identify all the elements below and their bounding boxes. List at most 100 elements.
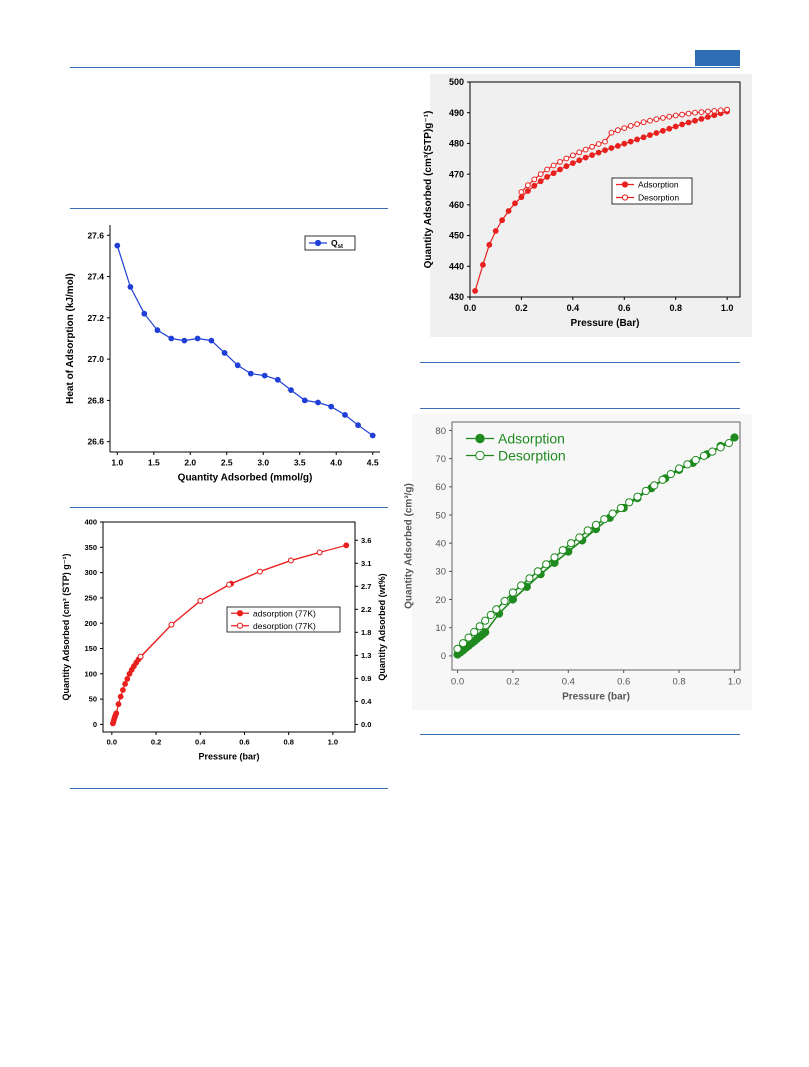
data-point [480,261,486,268]
legend-marker [236,610,244,617]
legend-box [226,606,341,633]
x-tick-label: 1.0 [111,458,123,468]
data-point [505,208,512,214]
data-point [563,163,570,170]
data-point [698,109,705,115]
data-point [615,143,621,149]
data-point [544,174,550,180]
y-tick-label: 430 [449,292,464,302]
y-tick-label: 450 [449,231,464,241]
y-tick-label: 27.4 [87,272,104,282]
data-point [508,588,518,597]
y-right-axis-label: Quantity Adsorbed (wt%) [377,573,387,680]
y-tick-label: 27.6 [87,230,104,240]
data-point [257,568,263,575]
data-point [705,108,711,115]
data-point [576,149,583,156]
data-point [641,486,650,496]
x-tick-label: 0.4 [195,738,206,747]
data-point [653,130,660,136]
data-point [261,372,268,379]
data-point [647,132,653,139]
data-point [531,182,538,189]
y-tick-label: 26.6 [87,437,104,447]
data-point [685,110,692,117]
data-point [640,134,647,141]
y-tick-label: 480 [449,139,464,149]
legend-label-subscript: st [338,244,343,250]
chart2-bottom-rule-1 [420,362,740,363]
y-tick-label: 250 [84,594,97,603]
data-point [470,627,479,637]
data-point [621,140,628,147]
data-point [675,464,684,473]
data-point [570,152,576,159]
data-point [537,171,544,178]
data-point [472,288,479,294]
data-point [512,200,518,207]
data-point [589,152,595,159]
data-point [221,350,228,356]
data-point [464,633,473,642]
y-tick-label: 460 [449,200,464,210]
x-tick-label: 0.8 [669,303,682,313]
data-point [274,376,281,383]
data-point [557,166,563,173]
data-point [711,108,718,114]
legend-marker [314,239,322,247]
series-line [474,110,728,292]
data-point [288,557,294,564]
data-point [634,136,640,143]
data-point [666,113,673,120]
data-point [724,439,734,448]
y-axis-label: Quantity Adsorbed (cm³(STP)g⁻¹) [423,111,434,269]
data-point [616,503,626,513]
x-tick-label: 1.0 [328,738,338,747]
data-point [658,475,667,484]
data-point [608,509,617,518]
x-tick-label: 0.6 [617,677,630,688]
legend-label: Adsorption [638,180,679,190]
data-point [137,653,144,660]
x-axis-label: Pressure (bar) [198,752,259,762]
y-tick-label: 490 [449,108,464,118]
data-point [589,143,595,150]
data-point [692,117,698,124]
data-point [627,138,634,145]
x-tick-label: 4.5 [367,458,379,468]
y-tick-label: 470 [449,169,464,179]
data-point [595,149,602,156]
data-point [660,127,666,134]
data-point [533,567,542,576]
x-tick-label: 3.0 [257,458,269,468]
data-point [517,581,526,590]
x-tick-label: 0.6 [618,303,631,313]
plot-background [430,74,752,337]
x-tick-label: 0.8 [283,738,293,747]
data-point [459,639,468,648]
data-point [672,123,679,130]
y-tick-label: 400 [84,518,97,527]
data-point [660,115,666,121]
x-tick-label: 0.6 [239,738,249,747]
data-point [602,147,608,154]
y-tick-label: 100 [84,669,97,678]
x-tick-label: 0.0 [451,677,464,688]
data-point [168,335,175,342]
y-tick-label: 27.2 [87,313,104,323]
data-point [500,596,509,606]
data-point [508,595,518,604]
data-point [124,676,131,682]
y-axis-label: Heat of Adsorption (kJ/mol) [65,273,76,404]
data-point [208,337,215,344]
y-tick-label: 440 [449,261,464,271]
legend-label: adsorption (77K) [253,608,316,618]
data-point [492,228,499,234]
y-tick-label: 20 [435,595,446,606]
y-tick-label: 150 [84,644,97,653]
data-point [653,116,660,123]
x-tick-label: 0.2 [151,738,161,747]
y-axis-label: Quantity Adsorbed (cm³/g) [404,483,415,609]
data-point [226,581,232,588]
